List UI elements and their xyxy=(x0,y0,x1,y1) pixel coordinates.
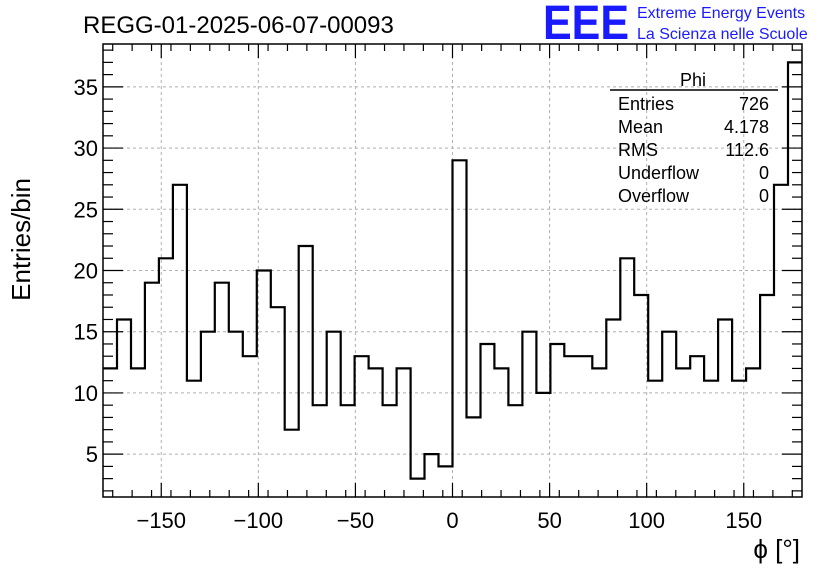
stats-value: 0 xyxy=(759,163,769,183)
stats-rows: Entries 726 Mean 4.178 RMS 112.6 Underflow 0 Ove… xyxy=(618,94,769,206)
org-name: Extreme Energy Events xyxy=(637,5,805,22)
histogram-bin xyxy=(117,319,131,497)
histogram-bin xyxy=(383,405,397,497)
y-tick-label: 15 xyxy=(74,320,98,345)
org-subtitle: La Scienza nelle Scuole xyxy=(637,26,808,43)
stats-box: Phi Entries 726 Mean 4.178 RMS 112.6 Underflow… xyxy=(610,70,778,206)
axis-ticks xyxy=(103,44,802,497)
histogram-bin xyxy=(760,295,774,497)
stats-label: Mean xyxy=(618,117,663,137)
histogram-bin xyxy=(145,283,159,497)
histogram-bin xyxy=(494,368,508,497)
histogram-bin xyxy=(229,332,243,497)
histogram-bin xyxy=(397,368,411,497)
histogram-bin xyxy=(522,332,536,497)
histogram-bin xyxy=(285,430,299,497)
histogram-bin xyxy=(578,356,592,497)
histogram-bin xyxy=(159,258,173,497)
stats-value: 726 xyxy=(739,94,769,114)
x-tick-label: −100 xyxy=(234,508,284,533)
histogram-bin xyxy=(187,381,201,497)
x-tick-label: 50 xyxy=(537,508,561,533)
stats-name: Phi xyxy=(680,70,706,90)
tick-labels: −150 −100 −50 0 50 100 150 5 10 15 20 25 30 35 xyxy=(74,75,763,533)
histogram-bin xyxy=(369,368,383,497)
histogram-bin xyxy=(634,295,648,497)
x-tick-label: 150 xyxy=(725,508,762,533)
y-tick-label: 10 xyxy=(74,381,98,406)
histogram-bin xyxy=(425,454,439,497)
histogram-bin xyxy=(648,381,662,497)
y-tick-label: 5 xyxy=(86,442,98,467)
histogram-bin xyxy=(774,185,788,497)
histogram-bin xyxy=(453,160,467,497)
stats-value: 112.6 xyxy=(725,140,769,160)
y-tick-label: 20 xyxy=(74,259,98,284)
histogram-bin xyxy=(564,356,578,497)
histogram-bins xyxy=(103,62,802,497)
histogram-bin xyxy=(257,271,271,498)
histogram-bin xyxy=(243,356,257,497)
histogram-bin xyxy=(313,405,327,497)
stats-label: Overflow xyxy=(618,186,690,206)
histogram-bin xyxy=(480,344,494,497)
histogram-bin xyxy=(299,246,313,497)
stats-label: RMS xyxy=(618,140,658,160)
histogram-bin xyxy=(355,356,369,497)
histogram-bin xyxy=(103,368,117,497)
histogram-bin xyxy=(620,258,634,497)
stats-value: 4.178 xyxy=(724,117,769,137)
histogram-bin xyxy=(508,405,522,497)
histogram-bin xyxy=(173,185,187,497)
histogram-bin xyxy=(662,332,676,497)
x-tick-label: −150 xyxy=(136,508,186,533)
y-tick-label: 25 xyxy=(74,197,98,222)
histogram-bin xyxy=(466,417,480,497)
histogram-bin xyxy=(327,332,341,497)
histogram-bin xyxy=(690,356,704,497)
stats-value: 0 xyxy=(759,186,769,206)
histogram-bin xyxy=(411,479,425,497)
histogram-bin xyxy=(550,344,564,497)
histogram-outline xyxy=(103,61,802,480)
y-axis-label: Entries/bin xyxy=(6,178,36,301)
histogram-bin xyxy=(536,393,550,497)
histogram-bin xyxy=(606,319,620,497)
histogram-bin xyxy=(704,381,718,497)
y-tick-label: 30 xyxy=(74,136,98,161)
x-axis-label: ϕ [°] xyxy=(753,534,800,564)
stats-label: Entries xyxy=(618,94,674,114)
histogram-bin xyxy=(592,368,606,497)
histogram-bin xyxy=(788,62,802,497)
histogram-bin xyxy=(271,307,285,497)
histogram-bin xyxy=(215,283,229,497)
histogram-bin xyxy=(746,368,760,497)
histogram-bin xyxy=(732,381,746,497)
stats-label: Underflow xyxy=(618,163,700,183)
run-title: REGG-01-2025-06-07-00093 xyxy=(83,12,394,39)
histogram-bin xyxy=(131,368,145,497)
histogram-bin xyxy=(201,332,215,497)
histogram-bin xyxy=(341,405,355,497)
eee-logo: EEE xyxy=(543,0,629,50)
x-tick-label: −50 xyxy=(337,508,374,533)
x-tick-label: 0 xyxy=(446,508,458,533)
histogram-bin xyxy=(439,466,453,497)
y-tick-label: 35 xyxy=(74,75,98,100)
x-tick-label: 100 xyxy=(628,508,665,533)
histogram-bin xyxy=(718,319,732,497)
histogram-bin xyxy=(676,368,690,497)
